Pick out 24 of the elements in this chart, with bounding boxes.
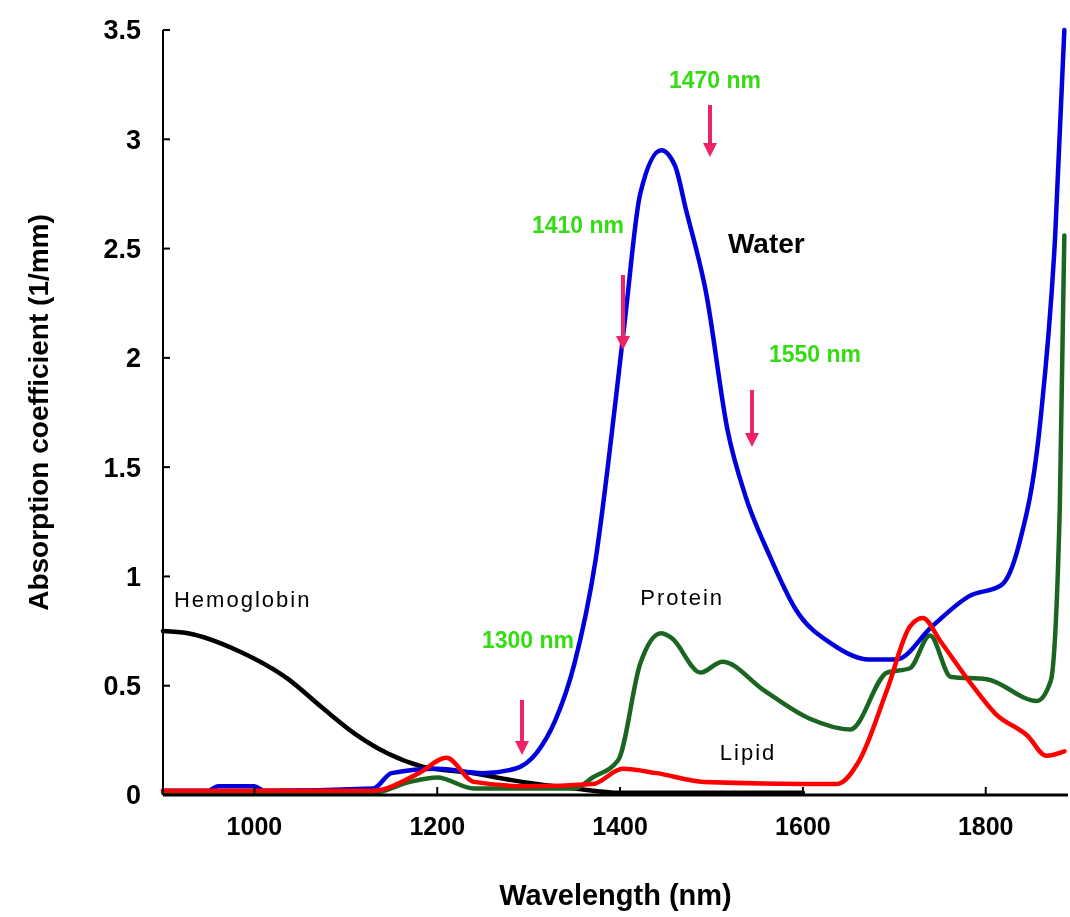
- annotation: 1410 nm: [531, 212, 625, 238]
- series-label: Hemoglobin: [173, 587, 312, 613]
- y-tick-label: 2: [125, 343, 141, 374]
- line-series: [160, 615, 1067, 793]
- y-tick-label: 1.5: [103, 452, 141, 483]
- x-axis-title: Wavelength (nm): [499, 879, 732, 911]
- y-axis-title: Absorption coefficient (1/mm): [23, 214, 54, 611]
- series-label: Protein: [640, 584, 725, 610]
- annotation: 1550 nm: [768, 341, 862, 367]
- x-tick-label: 1200: [409, 812, 466, 840]
- y-tick-label: 0.5: [103, 671, 141, 702]
- annotation: 1300 nm: [481, 627, 575, 653]
- x-tick-label: 1600: [775, 812, 831, 840]
- x-tick-label: 1400: [592, 812, 648, 840]
- annotation: 1470 nm: [668, 67, 762, 93]
- x-tick-label: 1800: [957, 812, 1014, 840]
- y-tick-label: 0: [125, 780, 141, 811]
- y-tick-label: 3.5: [103, 15, 141, 46]
- y-tick-label: 1: [125, 561, 141, 592]
- x-tick-label: 1000: [226, 812, 283, 840]
- series-label: Water: [727, 227, 805, 259]
- y-tick-label: 3: [125, 124, 141, 155]
- series-label: Lipid: [719, 740, 777, 766]
- y-tick-label: 2.5: [103, 234, 141, 265]
